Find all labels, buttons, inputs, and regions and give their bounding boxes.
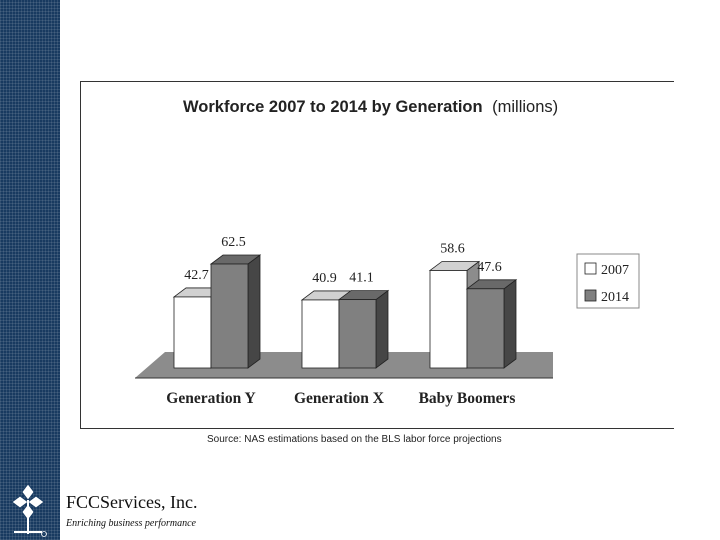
chart-title-units: (millions): [492, 98, 558, 116]
category-label-generation-x: Generation X: [294, 390, 385, 407]
value-label-generation-x-2007: 40.9: [312, 271, 337, 286]
bar-generation-x-2014: [338, 299, 377, 369]
category-labels-group: Generation Y Generation X Baby Boomers: [166, 390, 515, 407]
bar-side-generation-x-2014: [375, 289, 389, 369]
value-label-generation-x-2014: 41.1: [349, 271, 374, 286]
category-label-baby-boomers: Baby Boomers: [419, 390, 516, 407]
value-label-generation-y-2014: 62.5: [221, 235, 246, 250]
bar-generation-y-2007: [173, 296, 212, 369]
bar-side-baby-boomers-2014: [503, 278, 517, 369]
bars-group: [172, 254, 518, 369]
sidebar-pattern: [0, 0, 60, 540]
legend-label-2014: 2014: [601, 290, 629, 305]
chart-title: Workforce 2007 to 2014 by Generation (mi…: [183, 98, 558, 116]
chart-title-main: Workforce 2007 to 2014 by Generation: [183, 98, 483, 116]
company-name: FCCServices, Inc.: [66, 492, 198, 512]
value-label-generation-y-2007: 42.7: [184, 268, 209, 283]
legend-swatch-2014: [584, 289, 597, 302]
legend-label-2007: 2007: [601, 263, 629, 278]
bar-baby-boomers-2007: [429, 270, 468, 369]
bar-generation-y-2014: [210, 263, 249, 369]
source-note: Source: NAS estimations based on the BLS…: [207, 434, 502, 445]
value-label-baby-boomers-2014: 47.6: [477, 260, 502, 275]
bar-generation-x-2007: [301, 299, 340, 369]
value-labels-group: 42.7 62.5 40.9 41.1 58.6 47.6: [184, 235, 502, 286]
workforce-bar-chart: Workforce 2007 to 2014 by Generation (mi…: [135, 98, 640, 407]
bar-side-generation-y-2014: [247, 254, 261, 369]
bar-baby-boomers-2014: [466, 288, 505, 369]
category-label-generation-y: Generation Y: [166, 390, 255, 407]
legend-swatch-2007: [584, 262, 597, 275]
chart-legend: 2007 2014: [576, 253, 640, 309]
company-tagline: Enriching business performance: [66, 518, 196, 529]
fcc-logo-icon: [11, 483, 47, 537]
value-label-baby-boomers-2007: 58.6: [440, 241, 465, 256]
